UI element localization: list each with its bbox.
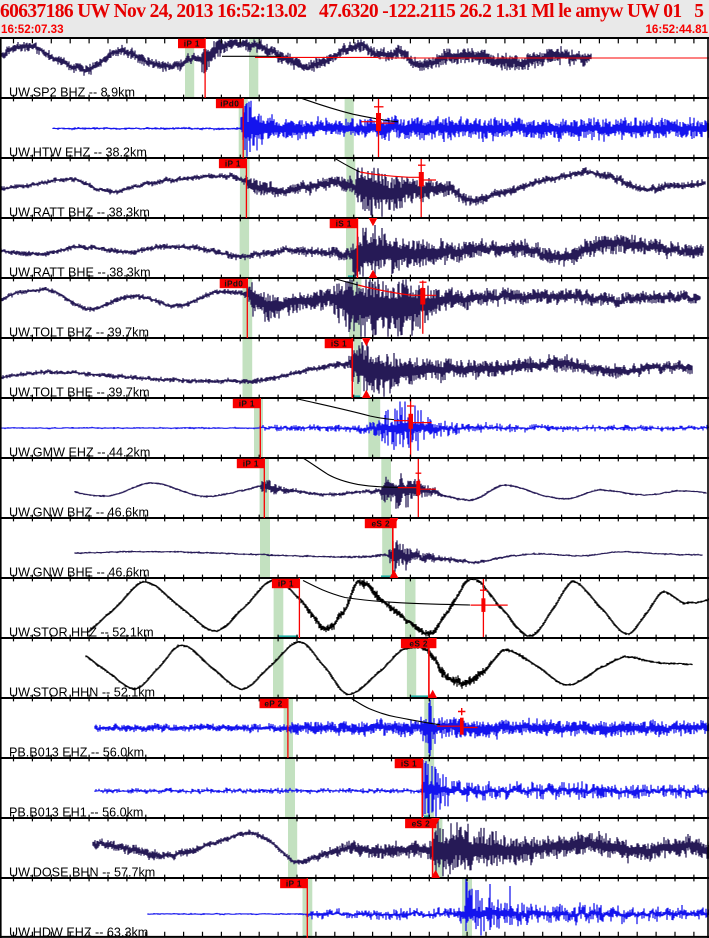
svg-text:UW.GNW BHZ -- 46.6km: UW.GNW BHZ -- 46.6km [9, 506, 149, 520]
svg-text:UW.SP2 BHZ -- 8.9km: UW.SP2 BHZ -- 8.9km [9, 86, 135, 100]
svg-text:iS 1: iS 1 [331, 339, 347, 349]
svg-text:eP 2: eP 2 [264, 699, 282, 709]
svg-text:16:52:07.33: 16:52:07.33 [1, 23, 64, 36]
svg-text:UW.STOR HHZ -- 52.1km: UW.STOR HHZ -- 52.1km [9, 626, 154, 640]
svg-text:16:52:44.81: 16:52:44.81 [645, 23, 708, 36]
svg-text:iPd0: iPd0 [224, 279, 243, 289]
svg-text:UW.TOLT BHZ -- 39.7km: UW.TOLT BHZ -- 39.7km [9, 326, 149, 340]
svg-text:iS 1: iS 1 [336, 219, 352, 229]
svg-text:eS 2: eS 2 [409, 639, 428, 649]
svg-text:iS 1: iS 1 [401, 759, 417, 769]
svg-text:PB.B013 EHZ -- 56.0km: PB.B013 EHZ -- 56.0km [9, 746, 144, 760]
svg-text:eS 2: eS 2 [371, 519, 390, 529]
svg-text:60637186 UW Nov 24, 2013 16:52: 60637186 UW Nov 24, 2013 16:52:13.02 47.… [0, 1, 704, 22]
svg-text:iPd0: iPd0 [220, 99, 239, 109]
svg-text:UW.TOLT BHE -- 39.7km: UW.TOLT BHE -- 39.7km [9, 386, 150, 400]
svg-text:UW.HDW EHZ -- 63.3km: UW.HDW EHZ -- 63.3km [9, 926, 148, 938]
svg-text:PB.B013 EH1 -- 56.0km: PB.B013 EH1 -- 56.0km [9, 806, 143, 820]
svg-text:UW.STOR HHN -- 52.1km: UW.STOR HHN -- 52.1km [9, 686, 155, 700]
svg-text:iP 1: iP 1 [243, 459, 259, 469]
svg-text:iP 1: iP 1 [239, 399, 255, 409]
svg-text:UW.GNW BHE -- 46.6km: UW.GNW BHE -- 46.6km [9, 566, 150, 580]
svg-text:iP 1: iP 1 [225, 159, 241, 169]
svg-text:iP 1: iP 1 [278, 579, 294, 589]
svg-text:UW.RATT BHZ -- 38.3km: UW.RATT BHZ -- 38.3km [9, 206, 150, 220]
svg-text:UW.GMW EHZ -- 44.2km: UW.GMW EHZ -- 44.2km [9, 446, 150, 460]
svg-text:iP 1: iP 1 [286, 879, 302, 889]
svg-text:UW.DOSE BHN -- 57.7km: UW.DOSE BHN -- 57.7km [9, 866, 155, 880]
svg-text:UW.HTW EHZ -- 38.2km: UW.HTW EHZ -- 38.2km [9, 146, 147, 160]
svg-text:UW.RATT BHE -- 38.3km: UW.RATT BHE -- 38.3km [9, 266, 151, 280]
svg-text:eS 2: eS 2 [412, 819, 431, 829]
svg-text:iP 1: iP 1 [184, 39, 200, 49]
